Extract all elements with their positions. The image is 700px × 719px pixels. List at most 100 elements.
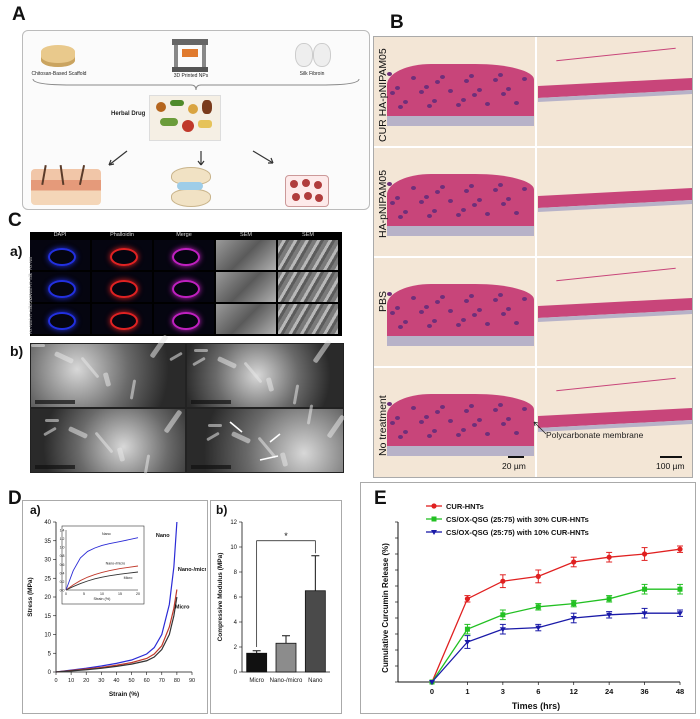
data-point [535, 573, 541, 579]
data-point [500, 612, 506, 618]
category-label: Nano-/micro [270, 678, 303, 684]
data-point [535, 604, 541, 610]
tissue-nucleus [440, 185, 445, 189]
tissue-nucleus [469, 294, 474, 298]
tissue-nucleus [477, 198, 482, 202]
tissue-nucleus [395, 86, 400, 90]
fluorescence-column-label: DAPI [53, 232, 67, 238]
fluorescence-cell [154, 240, 214, 270]
tissue-nucleus [493, 188, 498, 192]
sem-fiber [149, 334, 169, 359]
fluorescence-ring [110, 280, 138, 298]
sem-fiber [143, 454, 151, 475]
data-point [606, 554, 612, 560]
histology-left-membrane [387, 336, 534, 346]
tissue-nucleus [456, 323, 461, 327]
data-point [571, 559, 577, 565]
tissue-nucleus [498, 293, 503, 297]
data-point [641, 611, 648, 617]
inset-series-label: Nano-/micro [106, 561, 126, 565]
fluorescence-cell [30, 240, 90, 270]
row-label-no-treatment: No treatment [377, 395, 389, 456]
inset-x-tick-label: 0 [65, 592, 67, 596]
sem-tile [186, 339, 344, 408]
tissue-nucleus [461, 318, 466, 322]
tissue-nucleus [448, 419, 453, 423]
inset-y-tick-label: 0.8 [60, 554, 65, 558]
fluorescence-ring [48, 248, 76, 266]
x-tick-label: 3 [501, 687, 505, 696]
sem-fiber [129, 379, 137, 400]
row-label-ha: HA-pNIPAM05 [377, 169, 389, 238]
y-tick-label: 5 [48, 651, 52, 657]
fluorescence-column-label: SEM [302, 232, 314, 238]
tissue-nucleus [390, 201, 395, 205]
histology-left-membrane [387, 446, 534, 456]
legend-label: CUR-HNTs [446, 502, 484, 511]
tissue-nucleus [419, 420, 424, 424]
tissue-nucleus [472, 313, 477, 317]
series-line [431, 588, 680, 683]
inset-y-tick-label: 1.0 [60, 546, 65, 550]
sem-small-cell [216, 240, 276, 270]
tissue-nucleus [461, 428, 466, 432]
series-line [55, 596, 178, 673]
fluorescence-ring [172, 248, 200, 266]
tissue-nucleus [522, 407, 527, 411]
row-label-cur-ha: CUR HA-pNIPAM05 [377, 48, 389, 142]
inset-y-tick-label: 0.4 [60, 571, 65, 575]
tissue-nucleus [514, 101, 519, 105]
fluorescence-cell [30, 304, 90, 334]
panel-d-letter: D [8, 488, 22, 509]
inset-x-tick-label: 5 [83, 592, 85, 596]
tissue-nucleus [485, 212, 490, 216]
inset-y-tick-label: 1.4 [60, 529, 65, 533]
data-point [535, 625, 542, 631]
brace-connector [32, 78, 360, 91]
tissue-nucleus [501, 312, 506, 316]
bar [275, 642, 297, 673]
tissue-nucleus [485, 102, 490, 106]
tissue-nucleus [456, 103, 461, 107]
row-label-pbs: PBS [377, 290, 389, 312]
y-axis-label: Compressive Modulus (MPa) [217, 553, 224, 642]
sem-fiber [312, 339, 332, 364]
tissue-nucleus [411, 406, 416, 410]
y-tick-label: 35 [44, 539, 51, 545]
inset-y-tick-label: 0.0 [60, 589, 65, 593]
sem-fiber [43, 426, 57, 437]
sem-fiber [306, 404, 314, 425]
tissue-nucleus [461, 98, 466, 102]
inset-x-label: Strain (%) [94, 597, 112, 601]
inset-series-line [65, 571, 139, 591]
y-tick-label: 6 [234, 595, 238, 601]
tissue-nucleus [419, 310, 424, 314]
sem-scale-bar [35, 465, 75, 469]
tissue-nucleus [403, 430, 408, 434]
data-point [571, 601, 577, 607]
tissue-nucleus [387, 182, 392, 186]
y-tick-label: 25 [44, 576, 51, 582]
tissue-nucleus [469, 74, 474, 78]
x-tick-label: 20 [83, 678, 89, 684]
tissue-nucleus [506, 307, 511, 311]
tissue-nucleus [427, 214, 432, 218]
series-label: Nano-/micro [178, 567, 206, 573]
category-label: Micro [249, 678, 264, 684]
fluorescence-cell [154, 304, 214, 334]
significance-star: * [284, 531, 288, 541]
tissue-nucleus [464, 299, 469, 303]
sem-fiber [292, 384, 300, 405]
tissue-nucleus [390, 91, 395, 95]
tissue-nucleus [395, 196, 400, 200]
tissue-nucleus [387, 292, 392, 296]
scaffold-label: Chitosan-Based Scaffold [31, 71, 87, 77]
fluorescence-ring [172, 280, 200, 298]
x-axis-label: Times (hrs) [512, 701, 560, 711]
sem-small-cell [278, 304, 338, 334]
histology-left-tissue [387, 284, 534, 336]
sem-scale-bar [191, 465, 231, 469]
histology-left-tissue [387, 174, 534, 226]
fluorescence-column-label: Merge [176, 232, 192, 238]
sem-tile [30, 334, 186, 408]
